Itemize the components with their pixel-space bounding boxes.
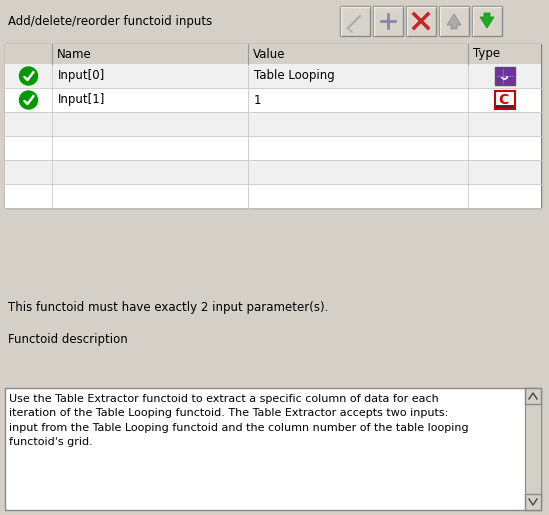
Bar [373, 6, 403, 36]
Bar [5, 88, 541, 112]
Circle shape [20, 91, 37, 109]
Bar [5, 112, 541, 136]
Text: C: C [498, 93, 508, 107]
Bar [525, 388, 541, 510]
Bar [495, 105, 514, 109]
Bar [525, 388, 541, 404]
Bar [5, 44, 541, 64]
Text: Add/delete/reorder functoid inputs: Add/delete/reorder functoid inputs [8, 15, 212, 28]
Text: Input[1]: Input[1] [58, 94, 105, 107]
Text: Input[0]: Input[0] [58, 70, 105, 82]
Bar [5, 184, 541, 208]
Bar [439, 6, 469, 36]
Bar [495, 91, 514, 109]
Bar [525, 494, 541, 510]
Text: Table Looping: Table Looping [254, 70, 335, 82]
Bar [5, 64, 541, 88]
Text: This functoid must have exactly 2 input parameter(s).: This functoid must have exactly 2 input … [8, 301, 328, 315]
Bar [495, 67, 514, 85]
Text: Use the Table Extractor functoid to extract a specific column of data for each
i: Use the Table Extractor functoid to extr… [9, 394, 469, 447]
Bar [495, 67, 514, 85]
Text: Value: Value [253, 47, 285, 60]
Text: Type: Type [473, 47, 500, 60]
Bar [406, 6, 436, 36]
Bar [340, 6, 370, 36]
Polygon shape [480, 13, 494, 28]
Bar [5, 388, 541, 510]
Text: 1: 1 [254, 94, 261, 107]
Polygon shape [447, 14, 461, 29]
Text: Name: Name [57, 47, 92, 60]
Bar [472, 6, 502, 36]
Text: Functoid description: Functoid description [8, 334, 128, 347]
Bar [5, 136, 541, 160]
Circle shape [20, 67, 37, 85]
Bar [5, 44, 541, 208]
Bar [5, 160, 541, 184]
Bar [495, 91, 514, 109]
